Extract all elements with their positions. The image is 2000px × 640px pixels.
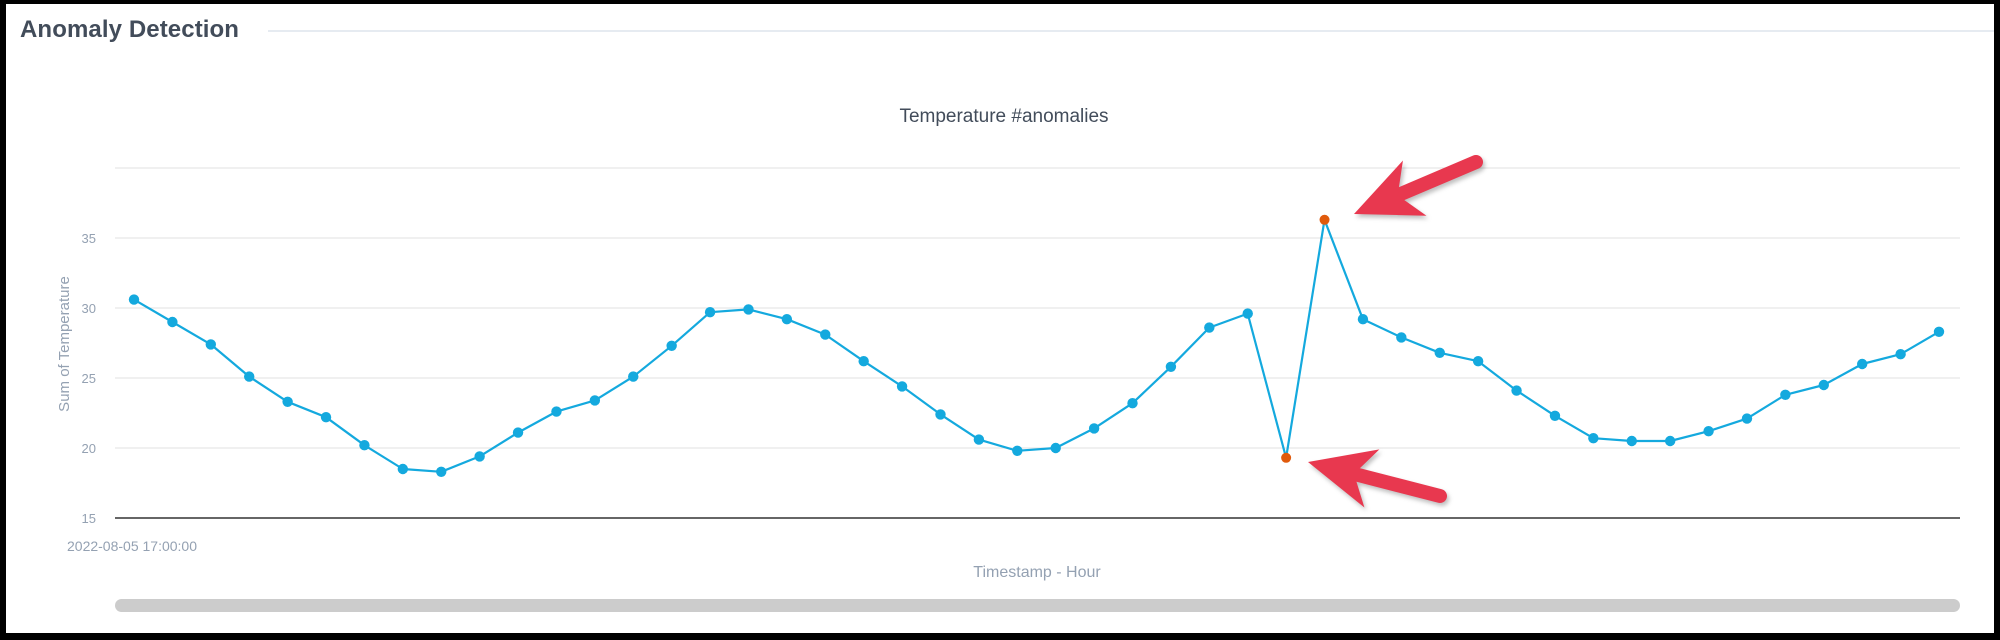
data-point[interactable] bbox=[512, 427, 524, 438]
chart-title: Temperature #anomalies bbox=[899, 106, 1108, 127]
data-point[interactable] bbox=[205, 339, 217, 350]
data-point[interactable] bbox=[1780, 389, 1791, 400]
data-point[interactable] bbox=[1242, 308, 1253, 319]
data-point[interactable] bbox=[1127, 398, 1138, 409]
data-point[interactable] bbox=[436, 466, 447, 477]
data-point[interactable] bbox=[1588, 433, 1599, 444]
arrow-shaft bbox=[1347, 466, 1447, 503]
data-point[interactable] bbox=[896, 381, 908, 392]
data-points bbox=[128, 214, 1945, 477]
data-point[interactable] bbox=[1434, 347, 1445, 358]
data-point[interactable] bbox=[320, 412, 332, 423]
data-point[interactable] bbox=[704, 307, 716, 318]
y-axis-label: Sum of Temperature bbox=[56, 276, 73, 412]
y-tick-label: 30 bbox=[82, 301, 96, 316]
data-point[interactable] bbox=[589, 395, 601, 406]
data-point[interactable] bbox=[1933, 326, 1945, 337]
data-point[interactable] bbox=[1396, 332, 1407, 343]
temperature-series-line bbox=[133, 218, 1940, 473]
data-point[interactable] bbox=[551, 406, 562, 417]
arrow-head bbox=[1354, 160, 1427, 216]
x-axis-label: Timestamp - Hour bbox=[973, 564, 1101, 581]
x-axis-first-tick: 2022-08-05 17:00:00 bbox=[67, 538, 197, 554]
data-point[interactable] bbox=[628, 371, 639, 382]
data-point[interactable] bbox=[359, 440, 370, 451]
data-point[interactable] bbox=[1472, 356, 1484, 367]
horizontal-scrollbar[interactable] bbox=[115, 599, 1960, 612]
data-point[interactable] bbox=[1703, 426, 1714, 437]
data-point[interactable] bbox=[1741, 413, 1753, 424]
data-point[interactable] bbox=[474, 451, 485, 462]
data-point[interactable] bbox=[1664, 435, 1676, 447]
data-point[interactable] bbox=[1626, 435, 1637, 447]
data-point[interactable] bbox=[282, 396, 293, 407]
line-chart: Temperature #anomalies 15 20 25 30 35 Sum of… bbox=[56, 106, 1960, 581]
data-point[interactable] bbox=[1856, 358, 1868, 370]
data-point[interactable] bbox=[1050, 442, 1061, 454]
widget-header: Anomaly Detection bbox=[6, 4, 1994, 54]
data-point[interactable] bbox=[1165, 361, 1177, 372]
data-point[interactable] bbox=[666, 340, 677, 351]
y-tick-label: 35 bbox=[82, 231, 96, 246]
data-point[interactable] bbox=[935, 409, 946, 420]
data-point[interactable] bbox=[1549, 410, 1561, 421]
data-point[interactable] bbox=[1204, 322, 1215, 333]
data-point[interactable] bbox=[820, 329, 831, 340]
data-point[interactable] bbox=[1357, 314, 1369, 325]
data-point[interactable] bbox=[128, 294, 140, 305]
widget-title: Anomaly Detection bbox=[20, 16, 240, 43]
anomaly-data-point[interactable] bbox=[1281, 452, 1292, 463]
annotation-arrow-low bbox=[1308, 449, 1447, 508]
data-point[interactable] bbox=[1511, 385, 1522, 396]
data-point[interactable] bbox=[973, 434, 985, 445]
data-point[interactable] bbox=[1895, 349, 1906, 360]
y-tick-label: 25 bbox=[82, 371, 96, 386]
data-point[interactable] bbox=[1012, 445, 1023, 456]
data-point[interactable] bbox=[1818, 379, 1829, 391]
chart-gridlines bbox=[115, 167, 1960, 449]
arrow-shaft bbox=[1390, 155, 1483, 203]
dashboard-widget: Anomaly Detection Temperature #anomalies… bbox=[6, 4, 1994, 633]
y-tick-label: 20 bbox=[82, 441, 96, 456]
data-point[interactable] bbox=[743, 304, 754, 315]
data-point[interactable] bbox=[781, 314, 793, 325]
data-point[interactable] bbox=[858, 356, 869, 367]
annotation-arrow-high bbox=[1354, 155, 1483, 216]
data-point[interactable] bbox=[1088, 423, 1100, 434]
anomaly-data-point[interactable] bbox=[1319, 214, 1330, 225]
arrow-head bbox=[1308, 449, 1380, 508]
header-divider bbox=[268, 30, 1994, 32]
data-point[interactable] bbox=[167, 316, 178, 328]
y-axis-ticks: 15 20 25 30 35 bbox=[82, 231, 96, 526]
y-tick-label: 15 bbox=[82, 511, 96, 526]
data-point[interactable] bbox=[244, 371, 255, 382]
data-point[interactable] bbox=[397, 463, 409, 475]
